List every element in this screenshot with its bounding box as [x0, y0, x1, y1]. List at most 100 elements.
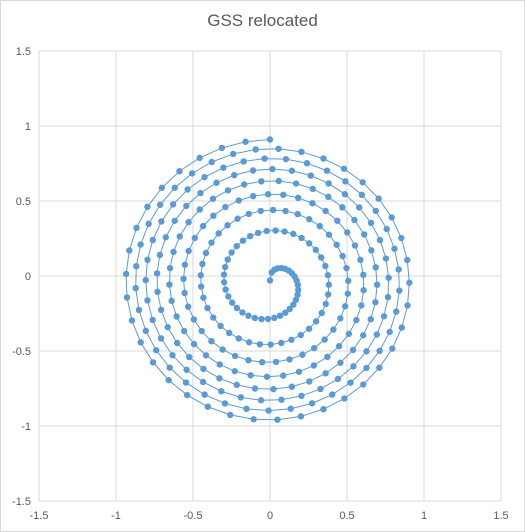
data-point [199, 222, 207, 230]
data-point [367, 316, 374, 323]
data-point [251, 385, 259, 392]
data-point [170, 248, 177, 256]
data-point [220, 279, 228, 286]
y-tick-label: 1.5 [16, 46, 31, 58]
x-tick-label: 1.5 [493, 510, 508, 522]
data-point [353, 316, 360, 324]
data-point [210, 314, 217, 321]
data-point [220, 164, 227, 171]
data-point [145, 220, 152, 228]
data-point [359, 179, 366, 186]
data-point [278, 396, 285, 403]
data-point [221, 400, 229, 407]
data-point [298, 392, 305, 400]
data-point [181, 289, 188, 297]
data-point [343, 264, 350, 272]
data-point [398, 234, 405, 242]
data-point [286, 356, 293, 363]
data-point [263, 373, 271, 380]
data-point [264, 315, 272, 323]
data-point [325, 180, 332, 187]
data-point [209, 195, 217, 202]
data-point [290, 230, 297, 238]
data-point [363, 364, 370, 372]
data-point [166, 364, 173, 371]
data-point [321, 336, 328, 343]
data-point [202, 352, 210, 359]
data-point [183, 391, 191, 399]
data-point [239, 309, 246, 316]
data-point [360, 332, 367, 339]
data-point [185, 218, 192, 226]
data-point [372, 264, 379, 271]
data-point [294, 286, 302, 294]
data-point [312, 318, 320, 325]
data-point [325, 281, 333, 288]
data-point [271, 314, 278, 322]
data-point [347, 379, 354, 386]
data-point [367, 219, 375, 227]
x-tick-label: -1.5 [30, 510, 49, 522]
data-point [357, 256, 364, 263]
data-point [322, 370, 329, 377]
data-point [235, 335, 242, 342]
data-point [263, 227, 270, 235]
data-point [264, 191, 272, 198]
data-point [240, 158, 247, 165]
data-point [186, 353, 193, 361]
data-point [199, 260, 206, 268]
data-point [345, 277, 352, 284]
data-point [275, 145, 282, 152]
data-point [135, 306, 143, 314]
data-point [372, 299, 379, 306]
data-point [309, 185, 316, 193]
data-point [228, 249, 235, 256]
data-point [133, 224, 140, 232]
data-point [372, 207, 379, 215]
data-point [156, 251, 164, 259]
data-point [180, 275, 187, 283]
data-point [373, 331, 380, 338]
data-point [266, 277, 274, 284]
data-point [137, 241, 144, 248]
data-point [183, 202, 190, 210]
x-tick-label: 1 [421, 510, 427, 522]
x-tick-label: 0.5 [339, 510, 354, 522]
data-point [324, 271, 332, 279]
data-point [202, 249, 210, 257]
data-point [171, 217, 178, 224]
data-point [406, 279, 413, 286]
data-point [282, 207, 289, 215]
data-point [404, 256, 411, 264]
data-point [322, 262, 329, 270]
data-point [297, 413, 305, 420]
data-point [282, 155, 290, 163]
data-point [249, 192, 257, 200]
data-point [128, 317, 136, 324]
data-point [247, 372, 254, 379]
data-point [234, 215, 241, 222]
data-point [122, 270, 130, 278]
data-point [382, 255, 390, 262]
data-point [339, 204, 346, 211]
data-point [176, 233, 183, 240]
data-point [325, 231, 333, 238]
data-point [267, 341, 274, 348]
data-point [265, 407, 272, 414]
data-point [182, 379, 190, 386]
data-point [274, 416, 281, 423]
data-point [325, 193, 332, 201]
data-point [261, 155, 268, 162]
data-point [358, 191, 366, 199]
data-point [383, 225, 390, 233]
data-point [337, 315, 344, 322]
data-point [361, 231, 368, 238]
data-point [217, 322, 224, 330]
data-point [307, 172, 314, 179]
data-point [204, 304, 211, 312]
data-point [388, 214, 395, 221]
data-point [199, 378, 207, 386]
data-point [294, 194, 302, 201]
data-point [310, 362, 318, 369]
data-point [190, 340, 198, 348]
